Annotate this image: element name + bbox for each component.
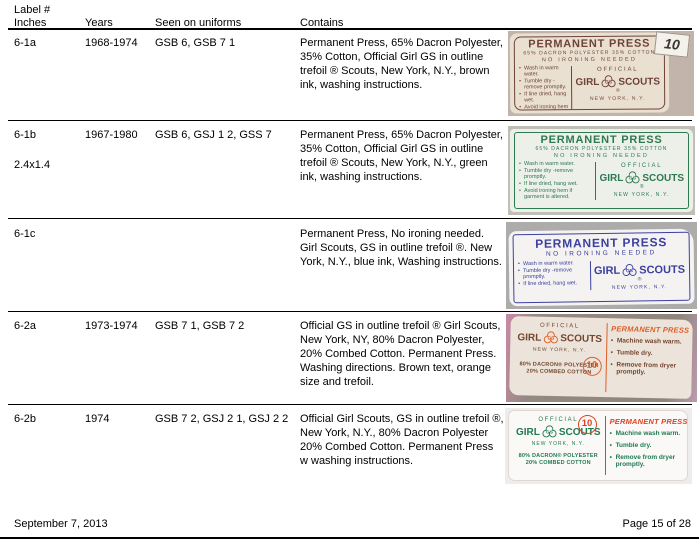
- gs-trefoil-icon: GS: [542, 425, 557, 438]
- svg-text:GS: GS: [629, 176, 636, 181]
- header-seen-on-uniforms: Seen on uniforms: [155, 17, 242, 29]
- care-instructions: Wash in warm water. Tumble dry -remove p…: [519, 65, 569, 110]
- row-seen: GSB 6, GSB 7 1: [155, 37, 236, 49]
- label-photo-6-2b: OFFICIAL GIRL GS SCOUTS NEW YORK, N.Y. 1…: [505, 408, 692, 484]
- label-fiber-line: 65% DACRON POLYESTER 35% COTTON: [535, 146, 668, 152]
- registered-mark: ®: [637, 276, 642, 283]
- footer-date: September 7, 2013: [14, 518, 108, 530]
- label-title: PERMANENT PRESS: [540, 134, 663, 146]
- svg-text:GS: GS: [605, 79, 612, 84]
- header-label-number: Label #: [14, 4, 51, 16]
- row-contains: Official Girl Scouts, GS in outline tref…: [300, 413, 504, 467]
- label-divider: [604, 416, 606, 475]
- label-city: NEW YORK, N.Y.: [589, 95, 646, 102]
- label-city: NEW YORK, N.Y.: [611, 284, 668, 291]
- footer-page-number: Page 15 of 28: [622, 518, 691, 530]
- row-divider: [8, 404, 692, 405]
- size-tag: 10: [653, 31, 691, 58]
- row-years: 1974: [85, 413, 110, 425]
- fabric-label: PERMANENT PRESS 65% DACRON POLYESTER 35%…: [510, 129, 693, 212]
- fiber-line-2: 20% COMBED COTTON: [525, 460, 591, 466]
- label-city: NEW YORK, N.Y.: [613, 192, 670, 198]
- header-years: Years: [85, 17, 113, 29]
- brand-block: GIRL GS SCOUTS ® NEW YORK, N.Y.: [593, 263, 686, 291]
- row-seen: GSB 6, GSJ 1 2, GSS 7: [155, 129, 272, 141]
- brand-block: OFFICIAL GIRL GS SCOUTS NEW YORK, N.Y. 1…: [517, 322, 603, 377]
- brand-block: OFFICIAL GIRL GS SCOUTS ®: [599, 163, 684, 198]
- label-photo-6-2a: OFFICIAL GIRL GS SCOUTS NEW YORK, N.Y. 1…: [506, 314, 697, 402]
- gs-trefoil-icon: GS: [622, 263, 637, 277]
- label-divider: [589, 261, 592, 291]
- label-photo-6-1b: PERMANENT PRESS 65% DACRON POLYESTER 35%…: [508, 126, 695, 215]
- label-photo-6-1a: PERMANENT PRESS 65% DACRON POLYESTER 35%…: [508, 31, 694, 116]
- registered-mark: ®: [615, 87, 620, 94]
- page-bottom-border: [0, 537, 699, 539]
- row-inches: 2.4x1.4: [14, 159, 51, 171]
- svg-text:GS: GS: [547, 335, 554, 340]
- row-label-number: 6-2a: [14, 320, 37, 332]
- fabric-label: OFFICIAL GIRL GS SCOUTS NEW YORK, N.Y. 1…: [508, 410, 688, 481]
- label-no-iron-line: NO IRONING NEEDED: [553, 152, 650, 159]
- row-seen: GSB 7 1, GSB 7 2: [155, 320, 245, 332]
- label-divider: [595, 162, 597, 200]
- gs-trefoil-icon: GS: [625, 171, 640, 184]
- fiber-line-1: 80% DACRON® POLYESTER: [518, 453, 598, 459]
- brand-block: OFFICIAL GIRL GS SCOUTS NEW YORK, N.Y. 1…: [516, 415, 601, 466]
- label-city: NEW YORK, N.Y.: [532, 346, 586, 354]
- permanent-press-title: PERMANENT PRESS: [609, 417, 688, 426]
- svg-text:GS: GS: [546, 430, 553, 435]
- row-divider: [8, 120, 692, 121]
- fabric-label: PERMANENT PRESS 65% DACRON POLYESTER 35%…: [509, 32, 670, 114]
- care-block: PERMANENT PRESS Machine wash warm. Tumbl…: [610, 323, 697, 394]
- row-seen: GSB 7 2, GSJ 2 1, GSJ 2 2: [155, 413, 289, 425]
- label-divider: [571, 66, 573, 111]
- row-contains: Permanent Press, No ironing needed. Girl…: [300, 228, 502, 268]
- care-instructions: Machine wash warm. Tumble dry. Remove fr…: [610, 337, 689, 377]
- fabric-label: OFFICIAL GIRL GS SCOUTS NEW YORK, N.Y. 1…: [509, 316, 693, 399]
- row-contains: Official GS in outline trefoil ® Girl Sc…: [300, 320, 501, 388]
- permanent-press-title: PERMANENT PRESS: [611, 324, 690, 335]
- gs-trefoil-icon: GS: [601, 75, 616, 88]
- registered-mark: ®: [639, 184, 644, 190]
- row-years: 1967-1980: [85, 129, 138, 141]
- brand-block: OFFICIAL GIRL GS SCOUTS ®: [575, 66, 661, 102]
- care-instructions: Machine wash warm. Tumble dry. Remove fr…: [610, 430, 688, 468]
- row-contains: Permanent Press, 65% Dacron Polyester, 3…: [300, 37, 503, 91]
- header-divider: [8, 28, 692, 30]
- care-instructions: Wash in warm water. Tumble dry -remove p…: [519, 161, 592, 201]
- label-city: NEW YORK, N.Y.: [531, 441, 585, 447]
- gs-trefoil-icon: GS: [543, 331, 558, 344]
- fabric-label: PERMANENT PRESS NO IRONING NEEDED Wash i…: [508, 228, 695, 307]
- label-divider: [604, 323, 608, 393]
- header-contains: Contains: [300, 17, 344, 29]
- row-years: 1973-1974: [85, 320, 138, 332]
- svg-text:GS: GS: [626, 268, 633, 273]
- row-label-number: 6-1a: [14, 37, 37, 49]
- row-contains: Permanent Press, 65% Dacron Polyester, 3…: [300, 129, 503, 183]
- care-block: PERMANENT PRESS Machine wash warm. Tumbl…: [610, 416, 692, 475]
- label-fiber-line: 65% DACRON POLYESTER 35% COTTON: [523, 49, 656, 57]
- row-label-number: 6-1c: [14, 228, 36, 240]
- row-label-number: 6-2b: [14, 413, 37, 425]
- label-photo-6-1c: PERMANENT PRESS NO IRONING NEEDED Wash i…: [506, 222, 697, 309]
- care-instructions: Wash in warm water. Tumble dry -remove p…: [518, 260, 587, 292]
- label-no-iron-line: NO IRONING NEEDED: [541, 56, 638, 63]
- label-title: PERMANENT PRESS: [528, 37, 651, 51]
- row-label-number: 6-1b: [14, 129, 37, 141]
- row-years: 1968-1974: [85, 37, 138, 49]
- row-divider: [8, 311, 692, 312]
- size-badge: 10: [582, 356, 602, 377]
- row-divider: [8, 218, 692, 219]
- header-inches: Inches: [14, 17, 47, 29]
- size-badge: 10: [577, 415, 597, 434]
